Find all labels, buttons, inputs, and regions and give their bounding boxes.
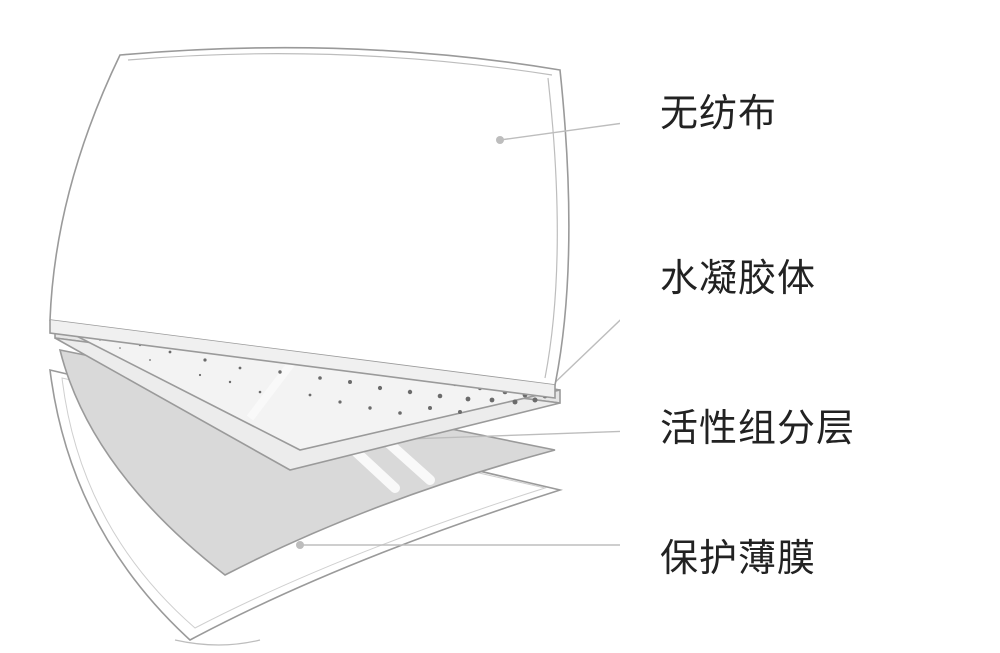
label-nonwoven: 无纺布 bbox=[660, 82, 777, 137]
label-hydrogel: 水凝胶体 bbox=[660, 247, 816, 302]
exploded-layers-svg bbox=[0, 0, 620, 653]
label-protective: 保护薄膜 bbox=[660, 527, 816, 582]
labels: 无纺布 水凝胶体 活性组分层 保护薄膜 bbox=[620, 0, 1000, 653]
layer-diagram: 无纺布 水凝胶体 活性组分层 保护薄膜 bbox=[0, 0, 1000, 653]
label-active: 活性组分层 bbox=[660, 397, 855, 452]
diagram-canvas bbox=[0, 0, 620, 653]
